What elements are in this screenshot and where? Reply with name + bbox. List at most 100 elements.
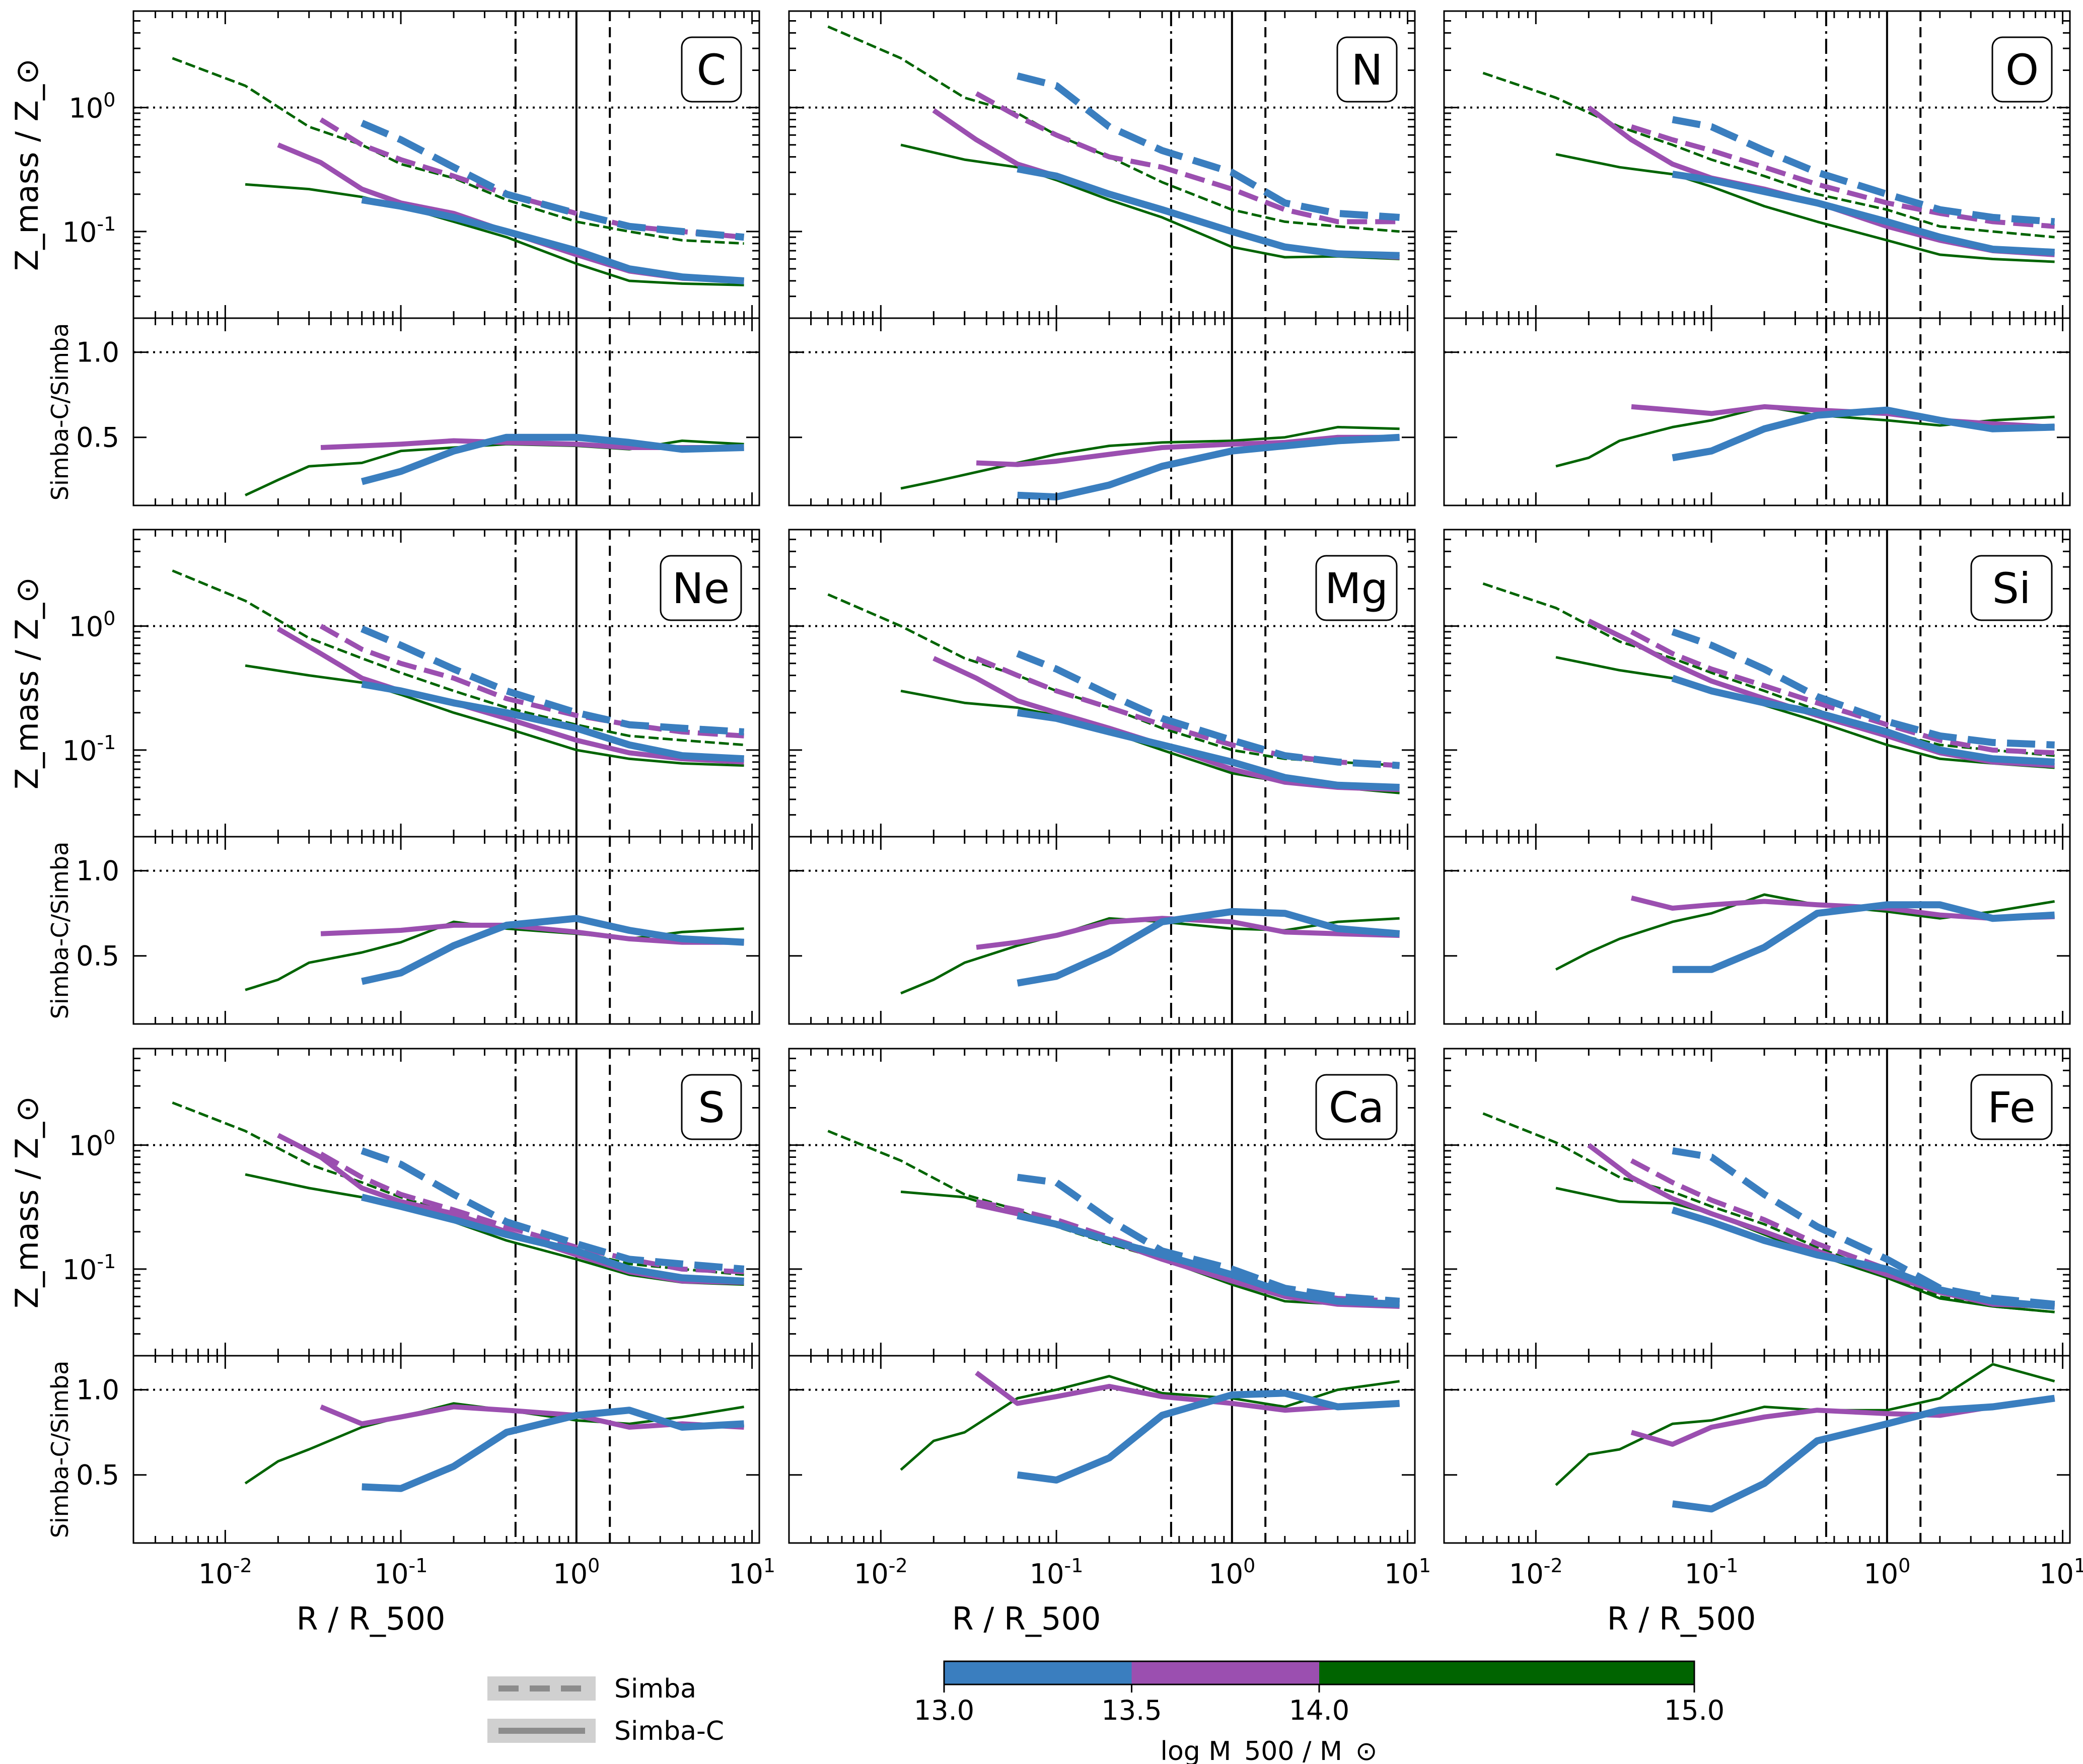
y-tick-label-ratio: 0.5 xyxy=(76,422,119,454)
series-13-5-14-0-simba xyxy=(1630,124,2055,229)
colorbar-tick-label: 13.0 xyxy=(914,1695,974,1726)
series-13-0-13-5-simba-c xyxy=(361,196,745,284)
ratio-series-group xyxy=(244,1402,745,1492)
y-ticks-top xyxy=(1444,529,2070,957)
ratio-axes-frame xyxy=(132,317,760,506)
colorbar: 13.0 13.5 14.0 15.0 log M_500 / M_⊙ xyxy=(914,1660,1725,1764)
element-label-box xyxy=(681,1074,742,1140)
series-group xyxy=(172,57,745,286)
ratio-axes-frame xyxy=(788,836,1416,1025)
panel-fe: Fe 10-2 10-1 100 101 R / R_500 xyxy=(1443,1048,2083,1637)
y-tick-label-ratio: 1.0 xyxy=(76,337,119,369)
series-14-0-15-0-simba-c xyxy=(245,183,744,286)
reference-lines-ratio xyxy=(789,318,1415,505)
top-axes-frame xyxy=(788,10,1416,319)
series-13-0-13-5-simba-c xyxy=(1017,165,1400,259)
series-13-5-14-0-simba-c xyxy=(1587,105,2055,257)
element-label-text: Si xyxy=(1992,564,2031,613)
series-13-0-13-5-simba-c xyxy=(1672,171,2055,256)
element-label: Ne xyxy=(660,555,742,621)
x-ticks xyxy=(132,530,753,1024)
y-tick-label-top: 10-1 xyxy=(62,1251,116,1286)
series-14-0-15-0-simba xyxy=(172,569,744,747)
x-tick-label: 10-2 xyxy=(854,1555,908,1590)
ratio-series-13-0-13-5 xyxy=(361,915,744,985)
series-14-0-15-0-simba xyxy=(1482,1112,2055,1313)
element-label: C xyxy=(681,36,742,103)
element-label-box xyxy=(1336,36,1398,103)
reference-lines-ratio xyxy=(1444,1356,2070,1543)
series-13-5-14-0-simba xyxy=(976,1199,1400,1304)
y-tick-label-ratio: 0.5 xyxy=(76,1459,119,1491)
series-13-5-14-0-simba xyxy=(975,91,1400,225)
ratio-series-14-0-15-0 xyxy=(1555,1363,2055,1486)
series-13-0-13-5-simba-c xyxy=(1017,709,1400,791)
series-13-5-14-0-simba xyxy=(319,624,744,739)
reference-lines-ratio xyxy=(789,1356,1415,1543)
colorbar-bin-0 xyxy=(944,1661,1132,1684)
ratio-series-13-5-14-0 xyxy=(975,1370,1400,1413)
element-label: Si xyxy=(1970,555,2053,621)
reference-lines-top xyxy=(1444,1049,2070,1356)
element-label-text: Fe xyxy=(1987,1083,2035,1132)
reference-lines-top xyxy=(1444,11,2070,318)
ratio-series-13-0-13-5 xyxy=(1672,901,2055,973)
top-axes-frame xyxy=(132,1048,760,1357)
ratio-series-group xyxy=(1555,1363,2055,1513)
reference-lines-ratio xyxy=(133,837,759,1024)
ratio-series-13-0-13-5 xyxy=(1017,433,1400,501)
ratio-series-13-0-13-5 xyxy=(1672,1394,2055,1513)
series-13-0-13-5-simba-c xyxy=(361,1194,744,1285)
legend: Simba Simba-C 13.0 13.5 14.0 15.0 log M_500 … xyxy=(487,1660,1725,1764)
ratio-series-group xyxy=(1555,893,2055,973)
series-13-5-14-0-simba xyxy=(1630,1158,2055,1309)
ratio-series-group xyxy=(900,1370,1400,1484)
ratio-series-group xyxy=(900,908,1400,995)
ratio-axes-frame xyxy=(132,1355,760,1544)
legend-simba-c-entry: Simba-C xyxy=(487,1716,724,1746)
panel-n: N xyxy=(788,10,1416,506)
series-14-0-15-0-simba-c xyxy=(1555,656,2055,769)
ratio-axes-frame xyxy=(132,836,760,1025)
x-tick-label: 10-1 xyxy=(1685,1555,1739,1590)
reference-lines-top xyxy=(133,530,759,837)
y-axis-label-top: Z_mass / Z_⊙ xyxy=(9,577,45,789)
x-ticks xyxy=(132,1049,753,1543)
x-tick-label: 10-1 xyxy=(374,1555,428,1590)
y-ticks-top xyxy=(1444,1048,2070,1476)
ratio-series-13-0-13-5 xyxy=(1017,908,1400,987)
element-label-text: S xyxy=(698,1083,725,1132)
element-label-box xyxy=(1315,1074,1398,1140)
series-13-0-13-5-simba-c xyxy=(1017,1212,1400,1308)
series-13-5-14-0-simba-c xyxy=(277,142,744,283)
series-13-5-14-0-simba xyxy=(975,655,1400,768)
ratio-series-13-0-13-5 xyxy=(361,433,744,485)
element-label: Mg xyxy=(1315,555,1398,621)
series-13-0-13-5-simba xyxy=(1016,650,1400,769)
reference-lines-ratio xyxy=(789,837,1415,1024)
x-tick-label: 100 xyxy=(553,1555,600,1590)
series-13-0-13-5-simba-c xyxy=(361,681,744,763)
x-tick-label: 101 xyxy=(729,1555,775,1590)
y-axis-label-top: Z_mass / Z_⊙ xyxy=(9,58,45,271)
series-group xyxy=(1482,71,2055,263)
colorbar-tick-label: 14.0 xyxy=(1289,1695,1349,1726)
panel-mg: Mg xyxy=(788,529,1416,1025)
y-axis-label-top: Z_mass / Z_⊙ xyxy=(9,1096,45,1308)
ratio-series-14-0-15-0 xyxy=(900,425,1400,490)
series-13-0-13-5-simba xyxy=(1672,1147,2055,1308)
series-13-5-14-0-simba xyxy=(319,1151,744,1275)
y-axis-label-ratio: Simba-C/Simba xyxy=(46,323,74,501)
colorbar-tick-label: 15.0 xyxy=(1664,1695,1725,1726)
series-13-0-13-5-simba xyxy=(1671,628,2055,749)
series-group xyxy=(1482,582,2055,769)
y-ticks-top xyxy=(133,1048,759,1476)
y-ticks-top xyxy=(1444,10,2070,438)
x-ticks xyxy=(1443,530,2064,1024)
colorbar-bin-1 xyxy=(1131,1661,1319,1684)
series-14-0-15-0-simba xyxy=(827,593,1400,767)
element-label-box xyxy=(681,36,742,103)
series-13-0-13-5-simba xyxy=(360,119,745,241)
element-label-box xyxy=(1991,36,2053,103)
ratio-series-group xyxy=(1555,404,2055,468)
